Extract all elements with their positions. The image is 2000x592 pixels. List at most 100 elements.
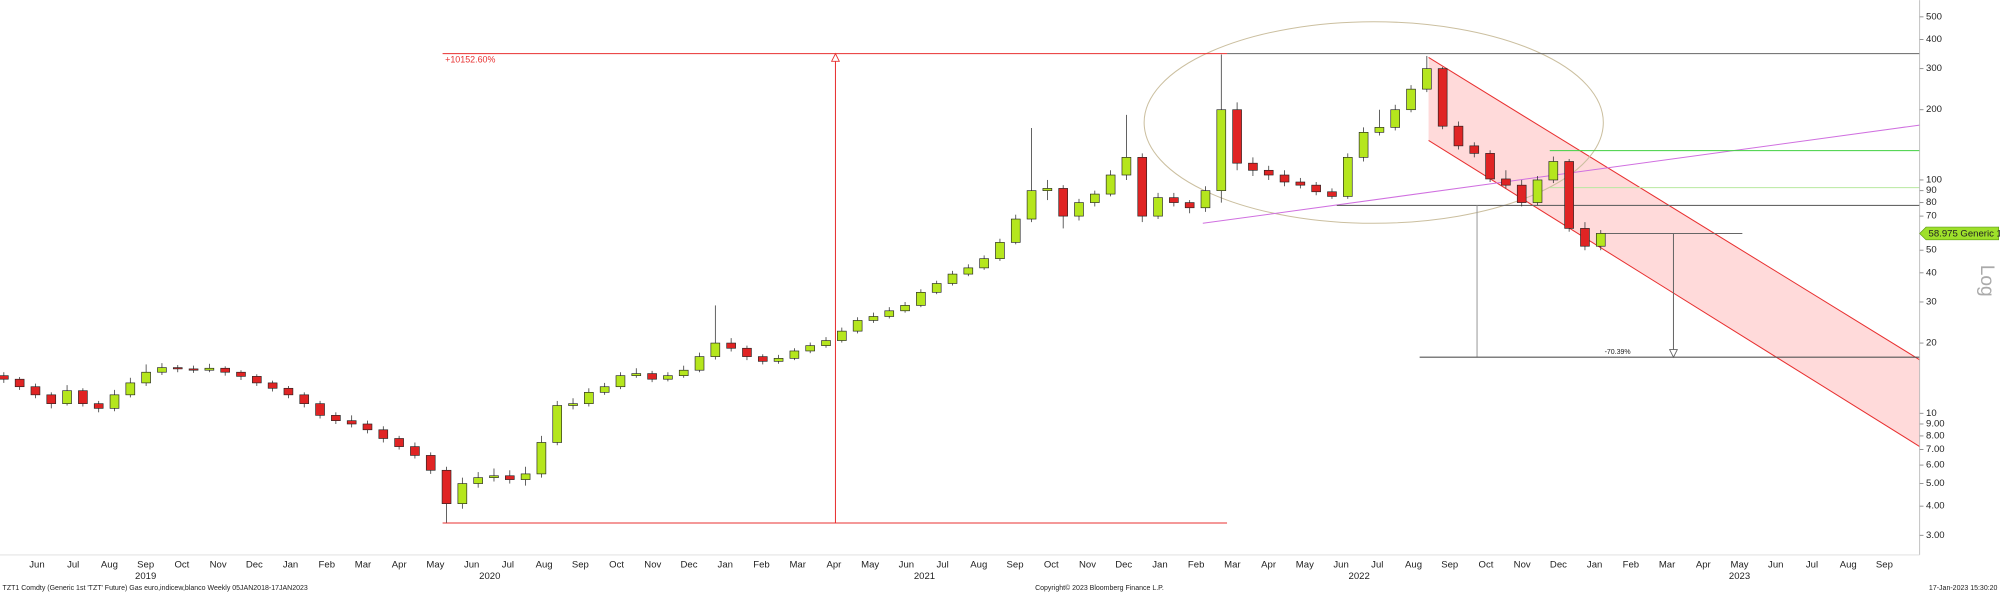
x-tick-label: Nov (1514, 560, 1531, 571)
y-tick-label: 100 (1926, 174, 1942, 185)
candle-body (963, 267, 974, 275)
candle-body (457, 483, 468, 504)
y-tick-label: 4.00 (1926, 501, 1945, 512)
x-tick-label: Feb (319, 560, 335, 571)
candle-body (299, 394, 310, 404)
ellipse (1143, 21, 1604, 224)
candle-body (520, 473, 531, 480)
candle-body (1374, 127, 1385, 133)
x-tick-label: Jul (1806, 560, 1818, 571)
x-tick-label: Oct (609, 560, 624, 571)
x-tick-label: Aug (101, 560, 118, 571)
candle-body (283, 387, 294, 396)
x-tick-label: Nov (644, 560, 661, 571)
x-tick-label: Aug (536, 560, 553, 571)
candle-body (552, 405, 563, 443)
candle-body (1058, 188, 1068, 217)
candle-body (1358, 132, 1369, 158)
candle-body (62, 390, 72, 404)
y-tick-label: 40 (1926, 267, 1937, 278)
y-tick-label: 300 (1926, 63, 1942, 74)
x-tick-label: Aug (1840, 560, 1857, 571)
candle-body (663, 375, 673, 380)
year-label: 2022 (1349, 571, 1370, 582)
candle-body (884, 310, 895, 317)
x-tick-label: Jan (283, 560, 298, 571)
x-tick-label: Jun (1333, 560, 1348, 571)
candle-body (1485, 153, 1495, 180)
candle-body (346, 420, 357, 425)
footer: Copyright© 2023 Bloomberg Finance L.P. (1035, 584, 1164, 592)
candle-body (473, 477, 483, 484)
candle-body (931, 283, 942, 293)
candle-body (1595, 233, 1606, 247)
y-tick-label: 400 (1926, 34, 1942, 45)
candle-body (505, 475, 515, 480)
x-tick-label: Jun (899, 560, 914, 571)
candle-body (1453, 125, 1464, 147)
annotation: +10152.60% (445, 54, 495, 64)
candle-body (584, 392, 594, 404)
candle-body (125, 382, 136, 396)
x-tick-label: Nov (210, 560, 227, 571)
candle-body (1137, 157, 1148, 217)
candle-body (1026, 190, 1037, 220)
x-tick-label: Mar (355, 560, 372, 571)
candle-body (362, 423, 373, 431)
x-tick-label: Sep (1876, 560, 1893, 571)
candle-body (46, 394, 57, 404)
x-tick-label: Mar (789, 560, 806, 571)
candle-body (220, 367, 230, 373)
footer: TZT1 Comdty (Generic 1st 'TZT' Future) G… (3, 585, 308, 592)
candle-body (252, 376, 262, 384)
candle-body (394, 438, 404, 447)
y-tick-label: 3.00 (1926, 530, 1945, 541)
x-tick-label: Apr (392, 560, 408, 571)
candle-body (1042, 188, 1053, 191)
x-tick-label: Apr (826, 560, 842, 571)
x-tick-label: Dec (681, 560, 698, 571)
y-tick-label: 500 (1926, 11, 1942, 22)
y-tick-label: 9.00 (1926, 419, 1945, 430)
candle-body (757, 356, 768, 362)
candle-body (710, 342, 721, 357)
y-tick-label: 7.00 (1926, 444, 1945, 455)
candle-body (1121, 157, 1132, 176)
candle-body (1564, 161, 1574, 229)
candle-body (1295, 181, 1306, 186)
candle-body (1216, 109, 1227, 191)
candle-body (773, 358, 784, 362)
candle-body (267, 382, 278, 389)
y-tick-label: 8.00 (1926, 430, 1945, 441)
candle-body (1501, 178, 1511, 186)
y-tick-label: 10 (1926, 408, 1937, 419)
candle-body (410, 446, 420, 456)
arrow-head (830, 52, 841, 62)
x-tick-label: Aug (1405, 560, 1422, 571)
candle-body (1263, 169, 1274, 176)
candle-body (947, 273, 958, 284)
x-tick-label: Dec (246, 560, 263, 571)
candle-body (425, 455, 436, 471)
footer: 17-Jan-2023 15:30:20 (1929, 585, 1998, 592)
x-tick-label: Jun (1768, 560, 1783, 571)
candle-body (489, 475, 499, 478)
x-tick-label: Feb (1623, 560, 1639, 571)
y-tick-label: 30 (1926, 297, 1937, 308)
x-tick-label: May (861, 560, 879, 571)
candle-body (236, 371, 246, 377)
candle-body (995, 242, 1005, 259)
x-tick-label: May (426, 560, 444, 571)
arrow-head (1668, 349, 1679, 359)
candle-body (631, 373, 642, 376)
x-tick-label: Mar (1224, 560, 1241, 571)
candle-body (536, 442, 547, 475)
x-tick-label: Aug (970, 560, 987, 571)
x-tick-label: Sep (1441, 560, 1458, 571)
y-tick-label: 50 (1926, 245, 1937, 256)
x-tick-label: Apr (1261, 560, 1277, 571)
x-tick-label: May (1731, 560, 1749, 571)
x-tick-label: Mar (1659, 560, 1676, 571)
